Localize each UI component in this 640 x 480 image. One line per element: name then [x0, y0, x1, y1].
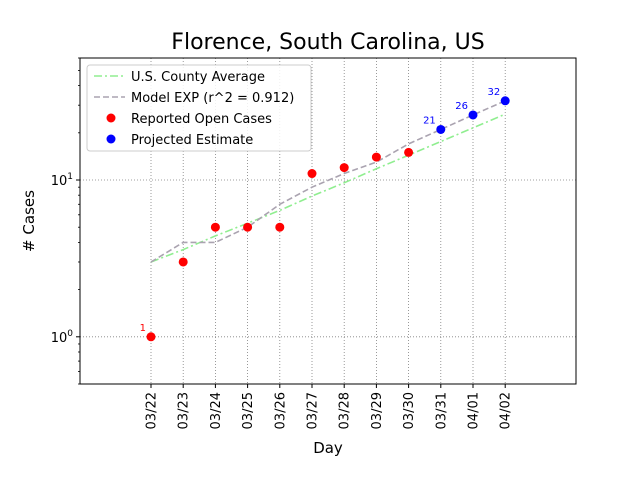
- x-axis-label: Day: [313, 439, 343, 457]
- data-label: 26: [455, 101, 468, 112]
- data-point: [371, 152, 381, 162]
- data-point: [243, 222, 253, 232]
- x-tick-label: 03/29: [370, 392, 385, 429]
- x-tick-label: 03/30: [402, 392, 417, 429]
- data-point: [339, 163, 349, 173]
- x-tick-label: 03/31: [434, 392, 449, 429]
- legend-marker: [106, 113, 116, 123]
- chart-title: Florence, South Carolina, US: [171, 30, 484, 55]
- x-tick-label: 04/02: [499, 392, 514, 429]
- x-tick-label: 03/27: [306, 392, 321, 429]
- axes: 03/22 03/23 03/24 03/25 03/26 03/27 03/28 03/29…: [51, 57, 514, 429]
- series-layer: [146, 96, 510, 342]
- x-tick-label: 03/22: [145, 392, 160, 429]
- y-axis-label: # Cases: [20, 190, 38, 252]
- x-tick-label: 03/26: [273, 392, 288, 429]
- legend-label: Projected Estimate: [131, 133, 253, 148]
- data-point: [178, 257, 188, 267]
- legend-marker: [106, 134, 116, 144]
- data-point: [210, 222, 220, 232]
- legend-label: Model EXP (r^2 = 0.912): [131, 91, 294, 106]
- x-tick-label: 03/25: [241, 392, 256, 429]
- legend: U.S. County Average Model EXP (r^2 = 0.91…: [86, 64, 312, 152]
- y-tick-label: 100: [51, 329, 74, 346]
- data-point: [468, 110, 478, 120]
- series-line: [150, 100, 506, 263]
- x-tick-label: 03/28: [338, 392, 353, 429]
- x-tick-label: 04/01: [467, 392, 482, 429]
- data-point: [436, 124, 446, 134]
- y-tick-label: 101: [51, 172, 73, 189]
- data-point: [275, 222, 285, 232]
- legend-label: Reported Open Cases: [131, 112, 272, 127]
- plot-area: [79, 57, 577, 385]
- data-point: [404, 147, 414, 157]
- data-point: [500, 96, 510, 106]
- data-label: 32: [487, 87, 500, 98]
- data-point: [146, 332, 156, 342]
- data-label: 21: [423, 115, 436, 126]
- data-label: 1: [140, 323, 146, 334]
- x-tick-label: 03/24: [209, 392, 224, 429]
- annotations: 1 21 26 32: [140, 87, 501, 334]
- legend-box: [86, 64, 312, 152]
- x-tick-label: 03/23: [177, 392, 192, 429]
- data-point: [307, 169, 317, 179]
- legend-label: U.S. County Average: [131, 70, 265, 85]
